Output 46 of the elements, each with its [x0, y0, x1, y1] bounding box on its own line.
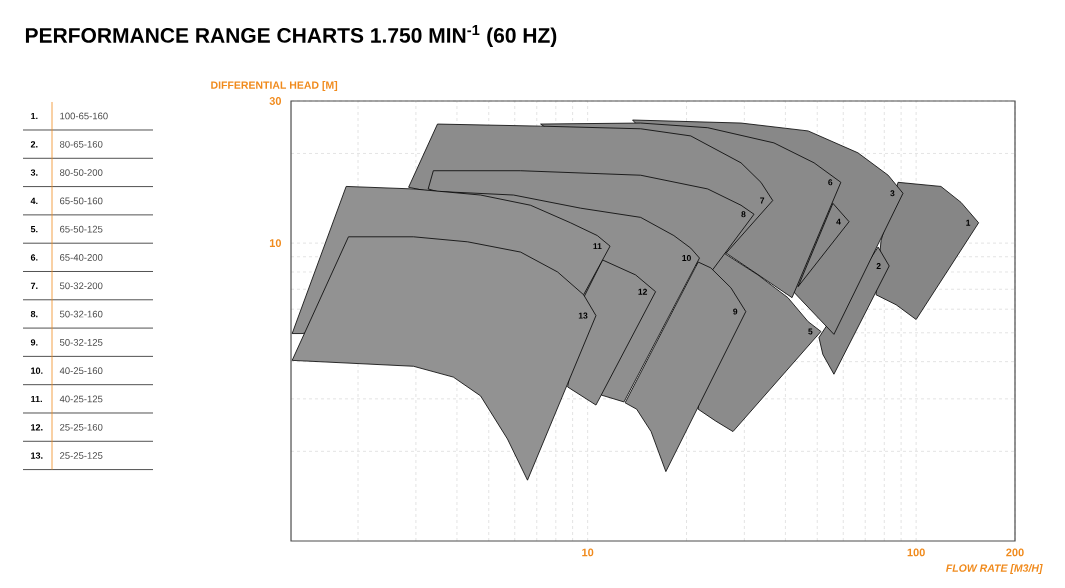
x-axis-title: FLOW RATE [M3/H] [946, 564, 1043, 574]
series-label: 3 [890, 190, 895, 197]
x-tick-label: 200 [1006, 548, 1024, 557]
series-label: 12 [638, 288, 648, 295]
text: 65-40-200 [60, 254, 103, 261]
text: 100-65-160 [60, 112, 108, 120]
series-label: 5 [808, 328, 813, 335]
text: 6. [30, 254, 38, 261]
series-label: 8 [741, 211, 746, 218]
text: 40-25-125 [59, 395, 103, 403]
text: 80-50-200 [59, 169, 103, 176]
x-tick-label: 100 [907, 548, 925, 557]
chart-title: PERFORMANCE RANGE CHARTS 1.750 MIN$^{-1}$ (60 HZ) [25, 24, 557, 47]
series-label: 7 [760, 197, 765, 204]
text: 25-25-125 [60, 452, 103, 459]
series-label: 1 [966, 219, 971, 226]
series-label: 2 [876, 263, 881, 269]
text: 2. [30, 141, 38, 148]
text: 10. [31, 367, 43, 374]
text: 50-32-125 [59, 339, 103, 346]
text: 12. [31, 424, 43, 431]
text: 11. [31, 395, 42, 403]
text: 1. [31, 112, 38, 120]
text: 80-65-160 [59, 140, 103, 148]
text: 13. [31, 452, 43, 459]
series-label: 4 [836, 218, 841, 225]
text: 65-50-160 [60, 197, 103, 205]
x-tick-label: 10 [582, 548, 594, 557]
text: 3. [30, 169, 38, 176]
text: 4. [30, 197, 38, 204]
text: 50-32-200 [59, 282, 103, 290]
text: 5. [30, 226, 38, 233]
text: 40-25-160 [59, 367, 103, 375]
series-label: 13 [578, 312, 588, 319]
text: 7. [30, 282, 38, 289]
text: 9. [30, 339, 38, 346]
text: 8. [30, 310, 38, 318]
series-label: 11 [593, 243, 602, 250]
text: 65-50-125 [60, 225, 103, 233]
series-label: 10 [682, 255, 691, 262]
text: 25-25-160 [60, 423, 103, 431]
series-label: 9 [733, 308, 738, 315]
series-label: 6 [828, 179, 833, 186]
y-axis-title: DIFFERENTIAL HEAD [M] [211, 81, 338, 91]
text: 50-32-160 [59, 310, 103, 318]
y-tick-label: 30 [269, 97, 282, 105]
